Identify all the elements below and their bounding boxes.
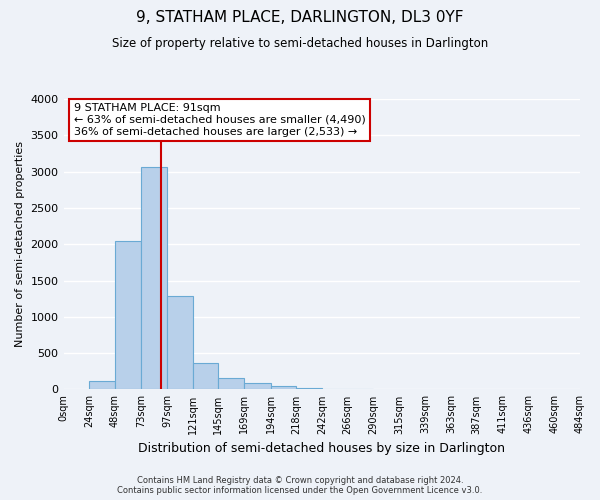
Bar (244, 384, 271, 390)
Text: Contains HM Land Registry data © Crown copyright and database right 2024.
Contai: Contains HM Land Registry data © Crown c… (118, 476, 482, 495)
Text: Size of property relative to semi-detached houses in Darlington: Size of property relative to semi-detach… (112, 38, 488, 51)
Bar (142, 168, 167, 390)
Bar (89, 382, 115, 390)
Bar (296, 388, 322, 390)
Y-axis label: Number of semi-detached properties: Number of semi-detached properties (15, 141, 25, 347)
Bar (271, 386, 296, 390)
Text: 9 STATHAM PLACE: 91sqm
← 63% of semi-detached houses are smaller (4,490)
36% of : 9 STATHAM PLACE: 91sqm ← 63% of semi-det… (74, 104, 365, 136)
Bar (218, 378, 244, 390)
Bar (322, 388, 347, 390)
Bar (115, 242, 142, 390)
Bar (167, 296, 193, 390)
Text: 9, STATHAM PLACE, DARLINGTON, DL3 0YF: 9, STATHAM PLACE, DARLINGTON, DL3 0YF (136, 10, 464, 25)
X-axis label: Distribution of semi-detached houses by size in Darlington: Distribution of semi-detached houses by … (138, 442, 505, 455)
Bar (193, 364, 218, 390)
